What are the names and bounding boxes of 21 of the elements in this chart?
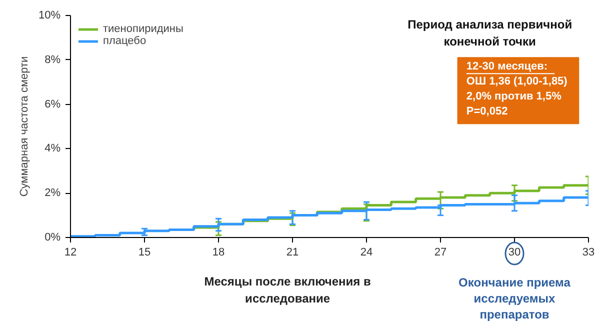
x-tick-label: 33 — [582, 246, 595, 258]
x-tick-label: 12 — [64, 246, 77, 258]
x-tick-label: 18 — [212, 246, 225, 258]
text: Окончание приема исследуемых препаратов — [458, 276, 571, 322]
annotation: 12-30 месяцев: ОШ 1,36 (1,00-1,85) 2,0% против 1,5% P=0,052 — [466, 60, 568, 118]
x-axis-title: Месяцы после включения в исследование — [204, 274, 371, 306]
y-tick-label: 8% — [44, 54, 61, 66]
legend-label: плацебо — [103, 35, 146, 47]
x-tick-label: 24 — [360, 246, 373, 258]
annotation: Период анализа первичной конечной точки — [408, 18, 572, 48]
y-tick-label: 4% — [44, 142, 61, 155]
y-axis-title: Суммарная частота смерти — [18, 56, 30, 197]
y-tick-label: 10% — [38, 10, 61, 22]
legend-label: тиенопиридины — [103, 23, 184, 35]
x-tick-label: 15 — [138, 246, 151, 258]
y-tick-label: 2% — [44, 187, 61, 200]
y-tick-label: 6% — [44, 98, 61, 110]
y-tick-label: 0% — [44, 232, 61, 244]
x-tick-label: 27 — [434, 246, 447, 258]
x-tick-label: 21 — [286, 246, 299, 258]
x-tick-label: 30 — [508, 246, 521, 258]
